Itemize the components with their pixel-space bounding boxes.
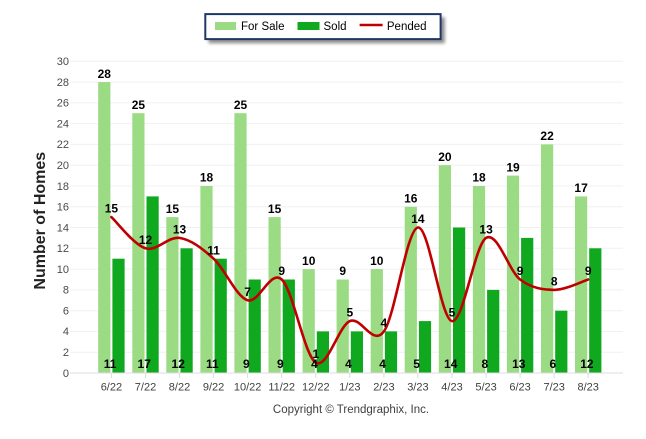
svg-text:7: 7 bbox=[244, 285, 251, 299]
svg-text:18: 18 bbox=[57, 181, 69, 193]
svg-text:25: 25 bbox=[234, 98, 248, 112]
svg-text:2/23: 2/23 bbox=[373, 382, 394, 394]
svg-text:Pended: Pended bbox=[387, 21, 427, 33]
svg-text:9: 9 bbox=[339, 264, 346, 278]
svg-text:4/23: 4/23 bbox=[441, 382, 462, 394]
svg-text:8: 8 bbox=[63, 285, 69, 297]
svg-text:5: 5 bbox=[413, 357, 420, 371]
svg-text:10: 10 bbox=[370, 254, 384, 268]
svg-text:10: 10 bbox=[302, 254, 316, 268]
svg-text:28: 28 bbox=[98, 67, 112, 81]
svg-text:6: 6 bbox=[63, 306, 69, 318]
svg-text:11/22: 11/22 bbox=[268, 382, 295, 394]
svg-text:2: 2 bbox=[63, 347, 69, 359]
svg-text:11: 11 bbox=[206, 357, 219, 371]
svg-text:14: 14 bbox=[57, 222, 69, 234]
svg-text:4: 4 bbox=[381, 316, 388, 330]
svg-text:13: 13 bbox=[512, 357, 526, 371]
svg-text:9: 9 bbox=[278, 264, 285, 278]
svg-text:For Sale: For Sale bbox=[241, 21, 284, 33]
svg-text:5/23: 5/23 bbox=[475, 382, 496, 394]
svg-text:17: 17 bbox=[574, 181, 588, 195]
svg-text:20: 20 bbox=[57, 160, 69, 172]
svg-text:4: 4 bbox=[63, 326, 69, 338]
svg-text:19: 19 bbox=[506, 160, 520, 174]
svg-text:8: 8 bbox=[481, 357, 488, 371]
svg-text:9: 9 bbox=[243, 357, 250, 371]
svg-text:11: 11 bbox=[104, 357, 117, 371]
svg-text:26: 26 bbox=[57, 98, 69, 110]
svg-text:7/23: 7/23 bbox=[543, 382, 564, 394]
svg-text:Sold: Sold bbox=[324, 21, 347, 33]
svg-text:8/22: 8/22 bbox=[169, 382, 190, 394]
svg-text:5: 5 bbox=[346, 306, 353, 320]
svg-text:25: 25 bbox=[132, 98, 146, 112]
svg-text:4: 4 bbox=[345, 357, 352, 371]
svg-text:Copyright © Trendgraphix, Inc.: Copyright © Trendgraphix, Inc. bbox=[273, 404, 429, 416]
svg-text:9: 9 bbox=[277, 357, 284, 371]
svg-text:15: 15 bbox=[268, 202, 282, 216]
svg-text:6: 6 bbox=[550, 357, 557, 371]
svg-text:16: 16 bbox=[404, 192, 418, 206]
svg-text:20: 20 bbox=[438, 150, 452, 164]
svg-text:12: 12 bbox=[57, 243, 69, 255]
svg-text:22: 22 bbox=[540, 129, 554, 143]
svg-text:10: 10 bbox=[57, 264, 69, 276]
svg-text:28: 28 bbox=[57, 77, 69, 89]
svg-text:18: 18 bbox=[200, 171, 214, 185]
svg-text:8/23: 8/23 bbox=[577, 382, 598, 394]
svg-text:15: 15 bbox=[105, 202, 119, 216]
svg-text:12/22: 12/22 bbox=[302, 382, 330, 394]
svg-text:4: 4 bbox=[379, 357, 386, 371]
svg-text:9: 9 bbox=[517, 264, 524, 278]
svg-text:7/22: 7/22 bbox=[135, 382, 156, 394]
svg-text:1: 1 bbox=[312, 347, 319, 361]
svg-text:13: 13 bbox=[173, 223, 187, 237]
svg-text:13: 13 bbox=[479, 223, 493, 237]
svg-text:16: 16 bbox=[57, 202, 69, 214]
svg-text:5: 5 bbox=[449, 306, 456, 320]
svg-text:0: 0 bbox=[63, 368, 69, 380]
svg-text:12: 12 bbox=[172, 357, 186, 371]
svg-text:9/22: 9/22 bbox=[203, 382, 224, 394]
svg-text:1/23: 1/23 bbox=[339, 382, 360, 394]
svg-text:14: 14 bbox=[444, 357, 458, 371]
svg-text:15: 15 bbox=[166, 202, 180, 216]
svg-text:6/22: 6/22 bbox=[101, 382, 122, 394]
svg-text:14: 14 bbox=[411, 212, 425, 226]
svg-text:10/22: 10/22 bbox=[234, 382, 262, 394]
svg-text:3/23: 3/23 bbox=[407, 382, 428, 394]
svg-text:22: 22 bbox=[57, 139, 69, 151]
svg-text:18: 18 bbox=[472, 171, 486, 185]
svg-text:11: 11 bbox=[207, 243, 220, 257]
svg-text:12: 12 bbox=[580, 357, 594, 371]
svg-text:9: 9 bbox=[585, 264, 592, 278]
svg-text:17: 17 bbox=[138, 357, 152, 371]
svg-text:Number of Homes: Number of Homes bbox=[32, 152, 49, 290]
svg-text:12: 12 bbox=[139, 233, 153, 247]
svg-text:6/23: 6/23 bbox=[509, 382, 530, 394]
svg-text:24: 24 bbox=[57, 118, 69, 130]
svg-text:8: 8 bbox=[551, 275, 558, 289]
svg-text:30: 30 bbox=[57, 56, 69, 68]
svg-text:4: 4 bbox=[311, 357, 318, 371]
